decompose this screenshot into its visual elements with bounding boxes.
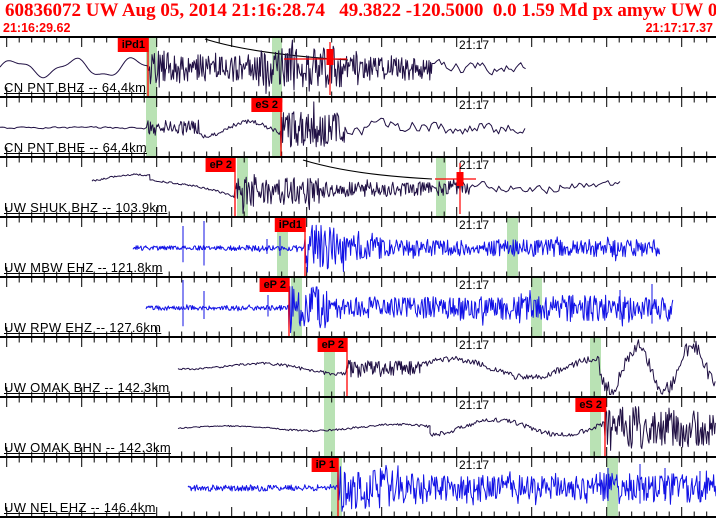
time-tick-label: 21:17 xyxy=(459,278,490,292)
window-start-time: 21:16:29.62 xyxy=(3,21,71,35)
waveform-plot[interactable] xyxy=(0,458,716,516)
time-axis-ticks xyxy=(6,218,708,276)
arrival-window-band xyxy=(324,398,335,456)
station-label: UW OMAK BHN -- 142.3km xyxy=(4,440,171,455)
time-tick-label: 21:17 xyxy=(459,398,490,412)
amplitude-marker[interactable] xyxy=(435,163,476,214)
arrival-window-band xyxy=(272,98,282,156)
phase-pick-flag[interactable]: eS 2 xyxy=(575,398,606,412)
trace-panel[interactable]: eS 2 21:17 UW OMAK BHN -- 142.3km xyxy=(0,396,716,456)
station-label: UW NEL EHZ -- 146.4km xyxy=(4,500,156,515)
time-axis-ticks xyxy=(6,338,708,396)
waveform-trace[interactable] xyxy=(177,339,716,395)
arrival-window-band xyxy=(324,338,335,396)
trace-panel[interactable]: eP 2 21:17 UW OMAK BHZ -- 142.3km xyxy=(0,336,716,396)
arrival-window-band xyxy=(237,158,248,216)
waveform-trace[interactable] xyxy=(145,286,674,334)
trace-panel[interactable]: eS 2 21:17 CN PNT BHE -- 64.4km xyxy=(0,96,716,156)
time-axis-ticks xyxy=(6,278,708,336)
trace-panel[interactable]: iP 1 21:17 UW NEL EHZ -- 146.4km xyxy=(0,456,716,516)
station-label: CN PNT BHE -- 64.4km xyxy=(4,140,148,155)
time-tick-label: 21:17 xyxy=(459,98,490,112)
amplitude-marker[interactable] xyxy=(284,42,347,95)
time-axis-ticks xyxy=(6,158,708,216)
waveform-trace[interactable] xyxy=(177,406,716,451)
station-label: UW RPW EHZ -- 127.6km xyxy=(4,320,162,335)
time-tick-label: 21:17 xyxy=(459,158,490,172)
waveform-trace[interactable] xyxy=(0,101,526,149)
trace-panel[interactable]: iPd1 21:17 UW MBW EHZ -- 121.8km xyxy=(0,216,716,276)
waveform-plot[interactable] xyxy=(0,398,716,456)
station-label: UW SHUK BHZ -- 103.9km xyxy=(4,200,168,215)
time-tick-label: 21:17 xyxy=(459,218,490,232)
arrival-window-band xyxy=(331,458,342,516)
trace-panel[interactable]: iPd1 21:17 CN PNT BHZ -- 64.4km xyxy=(0,36,716,96)
trace-panel[interactable]: eP 2 21:17 UW SHUK BHZ -- 103.9km xyxy=(0,156,716,216)
station-label: CN PNT BHZ -- 64.4km xyxy=(4,80,147,95)
time-axis-ticks xyxy=(6,458,708,516)
waveform-trace[interactable] xyxy=(187,464,716,512)
window-end-time: 21:17:17.37 xyxy=(645,21,713,35)
phase-pick-flag[interactable]: eS 2 xyxy=(251,98,282,112)
header: 60836072 UW Aug 05, 2014 21:16:28.74 49.… xyxy=(0,0,716,36)
time-tick-label: 21:17 xyxy=(459,458,490,472)
arrival-window-band xyxy=(590,398,601,456)
event-title-row: 60836072 UW Aug 05, 2014 21:16:28.74 49.… xyxy=(0,0,716,21)
arrival-window-band xyxy=(590,338,601,396)
phase-pick-flag[interactable]: iPd1 xyxy=(117,38,149,52)
coda-decay-curve xyxy=(302,159,433,180)
waveform-plot[interactable] xyxy=(0,278,716,336)
event-title: 60836072 UW Aug 05, 2014 21:16:28.74 49.… xyxy=(5,0,716,21)
waveform-plot[interactable] xyxy=(0,338,716,396)
phase-pick-flag[interactable]: iP 1 xyxy=(311,458,339,472)
waveform-trace[interactable] xyxy=(0,39,526,94)
station-label: UW MBW EHZ -- 121.8km xyxy=(4,260,163,275)
phase-pick-flag[interactable]: iPd1 xyxy=(274,218,306,232)
time-axis-ticks xyxy=(6,98,708,156)
waveform-plot[interactable] xyxy=(0,158,716,216)
seismogram-panels: iPd1 21:17 CN PNT BHZ -- 64.4km eS 2 21:… xyxy=(0,36,716,518)
time-tick-label: 21:17 xyxy=(459,38,490,52)
station-label: UW OMAK BHZ -- 142.3km xyxy=(4,380,170,395)
trace-panel[interactable]: eP 2 21:17 UW RPW EHZ -- 127.6km xyxy=(0,276,716,336)
waveform-spikes xyxy=(182,221,281,266)
time-window-row: 21:16:29.62 21:17:17.37 xyxy=(0,21,716,35)
phase-pick-flag[interactable]: eP 2 xyxy=(205,158,236,172)
waveform-trace[interactable] xyxy=(91,173,621,214)
time-tick-label: 21:17 xyxy=(459,338,490,352)
waveform-spikes xyxy=(182,280,653,327)
time-axis-ticks xyxy=(6,398,708,456)
arrival-window-band xyxy=(607,458,618,516)
waveform-spikes xyxy=(607,464,701,504)
waveform-trace[interactable] xyxy=(132,224,661,273)
phase-pick-flag[interactable]: eP 2 xyxy=(259,278,290,292)
waveform-plot[interactable] xyxy=(0,98,716,156)
phase-pick-flag[interactable]: eP 2 xyxy=(317,338,348,352)
